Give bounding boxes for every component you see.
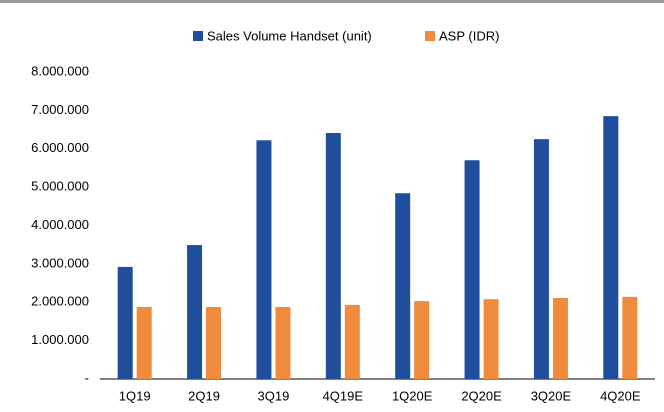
legend-label: Sales Volume Handset (unit) [207,28,372,43]
y-tick-label: 1.000.000 [31,332,89,347]
y-tick-label: 6.000.000 [31,140,89,155]
x-tick-label: 1Q19 [119,388,151,403]
bar [275,307,291,379]
y-tick-label: 8.000.000 [31,63,89,78]
x-tick-label: 4Q19E [323,388,364,403]
bar [187,245,203,379]
legend-label: ASP (IDR) [439,28,499,43]
bar [325,133,341,379]
x-tick-label: 1Q20E [392,388,433,403]
bar [464,160,480,379]
bar [117,266,133,379]
bar [256,140,272,379]
bar [533,139,549,379]
y-tick-label: 7.000.000 [31,102,89,117]
y-tick-label: 4.000.000 [31,217,89,232]
bar [206,307,222,379]
bar [136,307,152,379]
bar [344,304,360,379]
y-tick-label: - [85,370,89,385]
x-tick-label: 2Q20E [461,388,502,403]
bar [552,298,568,379]
x-tick-label: 3Q19 [258,388,290,403]
x-tick-label: 2Q19 [188,388,220,403]
bar [395,193,411,379]
bar [483,299,499,379]
bar [414,301,430,379]
y-tick-label: 5.000.000 [31,179,89,194]
x-tick-label: 4Q20E [600,388,641,403]
bar [603,116,619,379]
legend-swatch [425,31,435,41]
legend-swatch [193,31,203,41]
bar [622,296,638,379]
y-tick-label: 2.000.000 [31,294,89,309]
y-tick-label: 3.000.000 [31,255,89,270]
x-tick-label: 3Q20E [531,388,572,403]
